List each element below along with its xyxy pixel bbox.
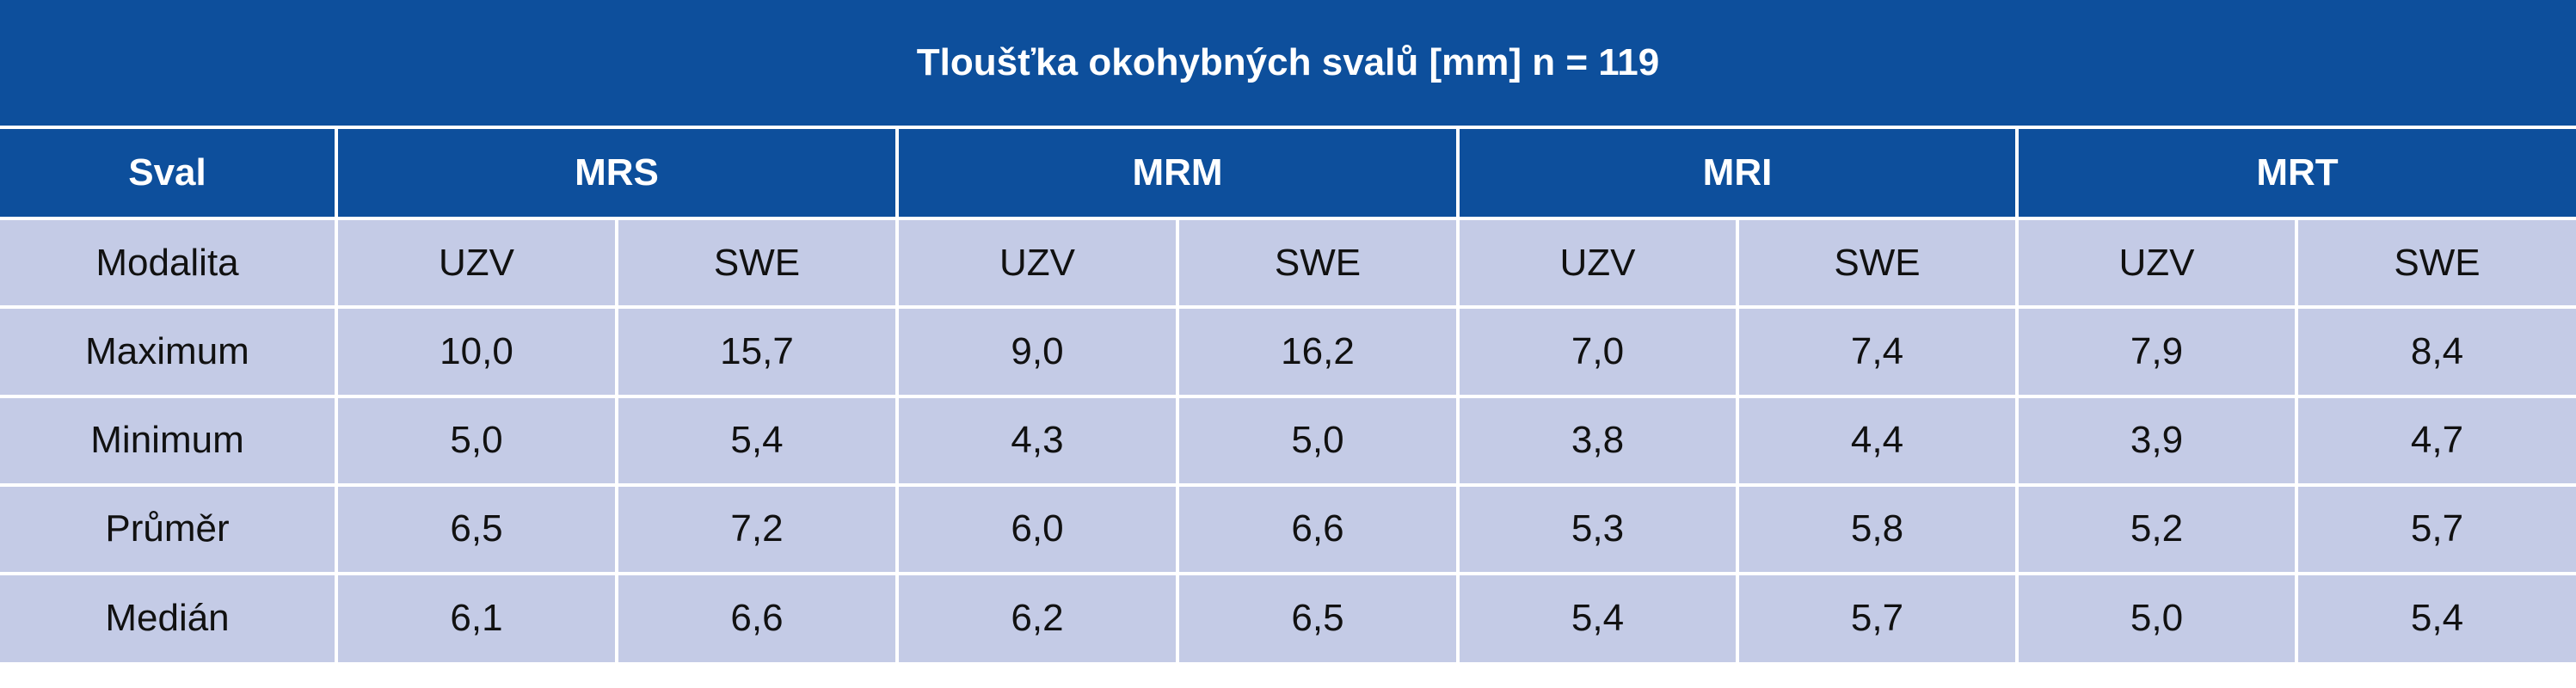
value-cell: 5,7 <box>1736 571 2017 662</box>
value-cell: 5,4 <box>2294 571 2576 662</box>
row-label: Průměr <box>0 482 336 574</box>
value-cell: 5,4 <box>615 394 897 485</box>
modality-cell: SWE <box>615 217 897 308</box>
table-row-prumer: Průměr 6,5 7,2 6,0 6,6 5,3 5,8 5,2 5,7 <box>0 482 2576 574</box>
table-row-maximum: Maximum 10,0 15,7 9,0 16,2 7,0 7,4 7,9 8… <box>0 305 2576 396</box>
value-cell: 6,6 <box>615 571 897 662</box>
row-label: Medián <box>0 571 336 662</box>
value-cell: 10,0 <box>335 305 617 396</box>
value-cell: 6,5 <box>1176 571 1458 662</box>
modality-cell: UZV <box>335 217 617 308</box>
row-label: Maximum <box>0 305 336 396</box>
modality-cell: UZV <box>2015 217 2296 308</box>
header-muscle-mrm: MRM <box>895 126 1458 219</box>
value-cell: 5,7 <box>2294 482 2576 574</box>
modality-cell: SWE <box>1736 217 2017 308</box>
header-muscle-mrs: MRS <box>335 126 897 219</box>
value-cell: 7,2 <box>615 482 897 574</box>
value-cell: 3,9 <box>2015 394 2296 485</box>
muscle-thickness-table: Tloušťka okohybných svalů [mm] n = 119 S… <box>0 0 2576 662</box>
value-cell: 7,0 <box>1456 305 1737 396</box>
value-cell: 5,8 <box>1736 482 2017 574</box>
header-muscle-mrt: MRT <box>2014 126 2576 219</box>
value-cell: 7,4 <box>1736 305 2017 396</box>
value-cell: 5,2 <box>2015 482 2296 574</box>
title-row: Tloušťka okohybných svalů [mm] n = 119 <box>0 0 2576 128</box>
value-cell: 6,2 <box>895 571 1177 662</box>
modality-row: Modalita UZV SWE UZV SWE UZV SWE UZV SWE <box>0 217 2576 308</box>
value-cell: 5,0 <box>335 394 617 485</box>
value-cell: 7,9 <box>2015 305 2296 396</box>
value-cell: 9,0 <box>895 305 1177 396</box>
header-muscle-mri: MRI <box>1456 126 2017 219</box>
table-title: Tloušťka okohybných svalů [mm] n = 119 <box>0 0 2576 128</box>
value-cell: 4,4 <box>1736 394 2017 485</box>
table-row-median: Medián 6,1 6,6 6,2 6,5 5,4 5,7 5,0 5,4 <box>0 571 2576 662</box>
modality-cell: SWE <box>2294 217 2576 308</box>
value-cell: 6,6 <box>1176 482 1458 574</box>
bottom-margin <box>0 662 2576 688</box>
value-cell: 15,7 <box>615 305 897 396</box>
modality-cell: UZV <box>895 217 1177 308</box>
value-cell: 8,4 <box>2294 305 2576 396</box>
value-cell: 3,8 <box>1456 394 1737 485</box>
header-label-sval: Sval <box>0 126 336 219</box>
value-cell: 16,2 <box>1176 305 1458 396</box>
value-cell: 5,4 <box>1456 571 1737 662</box>
table-row-minimum: Minimum 5,0 5,4 4,3 5,0 3,8 4,4 3,9 4,7 <box>0 394 2576 485</box>
muscle-header-row: Sval MRS MRM MRI MRT <box>0 126 2576 219</box>
value-cell: 5,3 <box>1456 482 1737 574</box>
value-cell: 4,3 <box>895 394 1177 485</box>
value-cell: 5,0 <box>1176 394 1458 485</box>
row-label: Modalita <box>0 217 336 308</box>
value-cell: 6,1 <box>335 571 617 662</box>
value-cell: 6,5 <box>335 482 617 574</box>
value-cell: 4,7 <box>2294 394 2576 485</box>
value-cell: 5,0 <box>2015 571 2296 662</box>
row-label: Minimum <box>0 394 336 485</box>
modality-cell: UZV <box>1456 217 1737 308</box>
value-cell: 6,0 <box>895 482 1177 574</box>
modality-cell: SWE <box>1176 217 1458 308</box>
